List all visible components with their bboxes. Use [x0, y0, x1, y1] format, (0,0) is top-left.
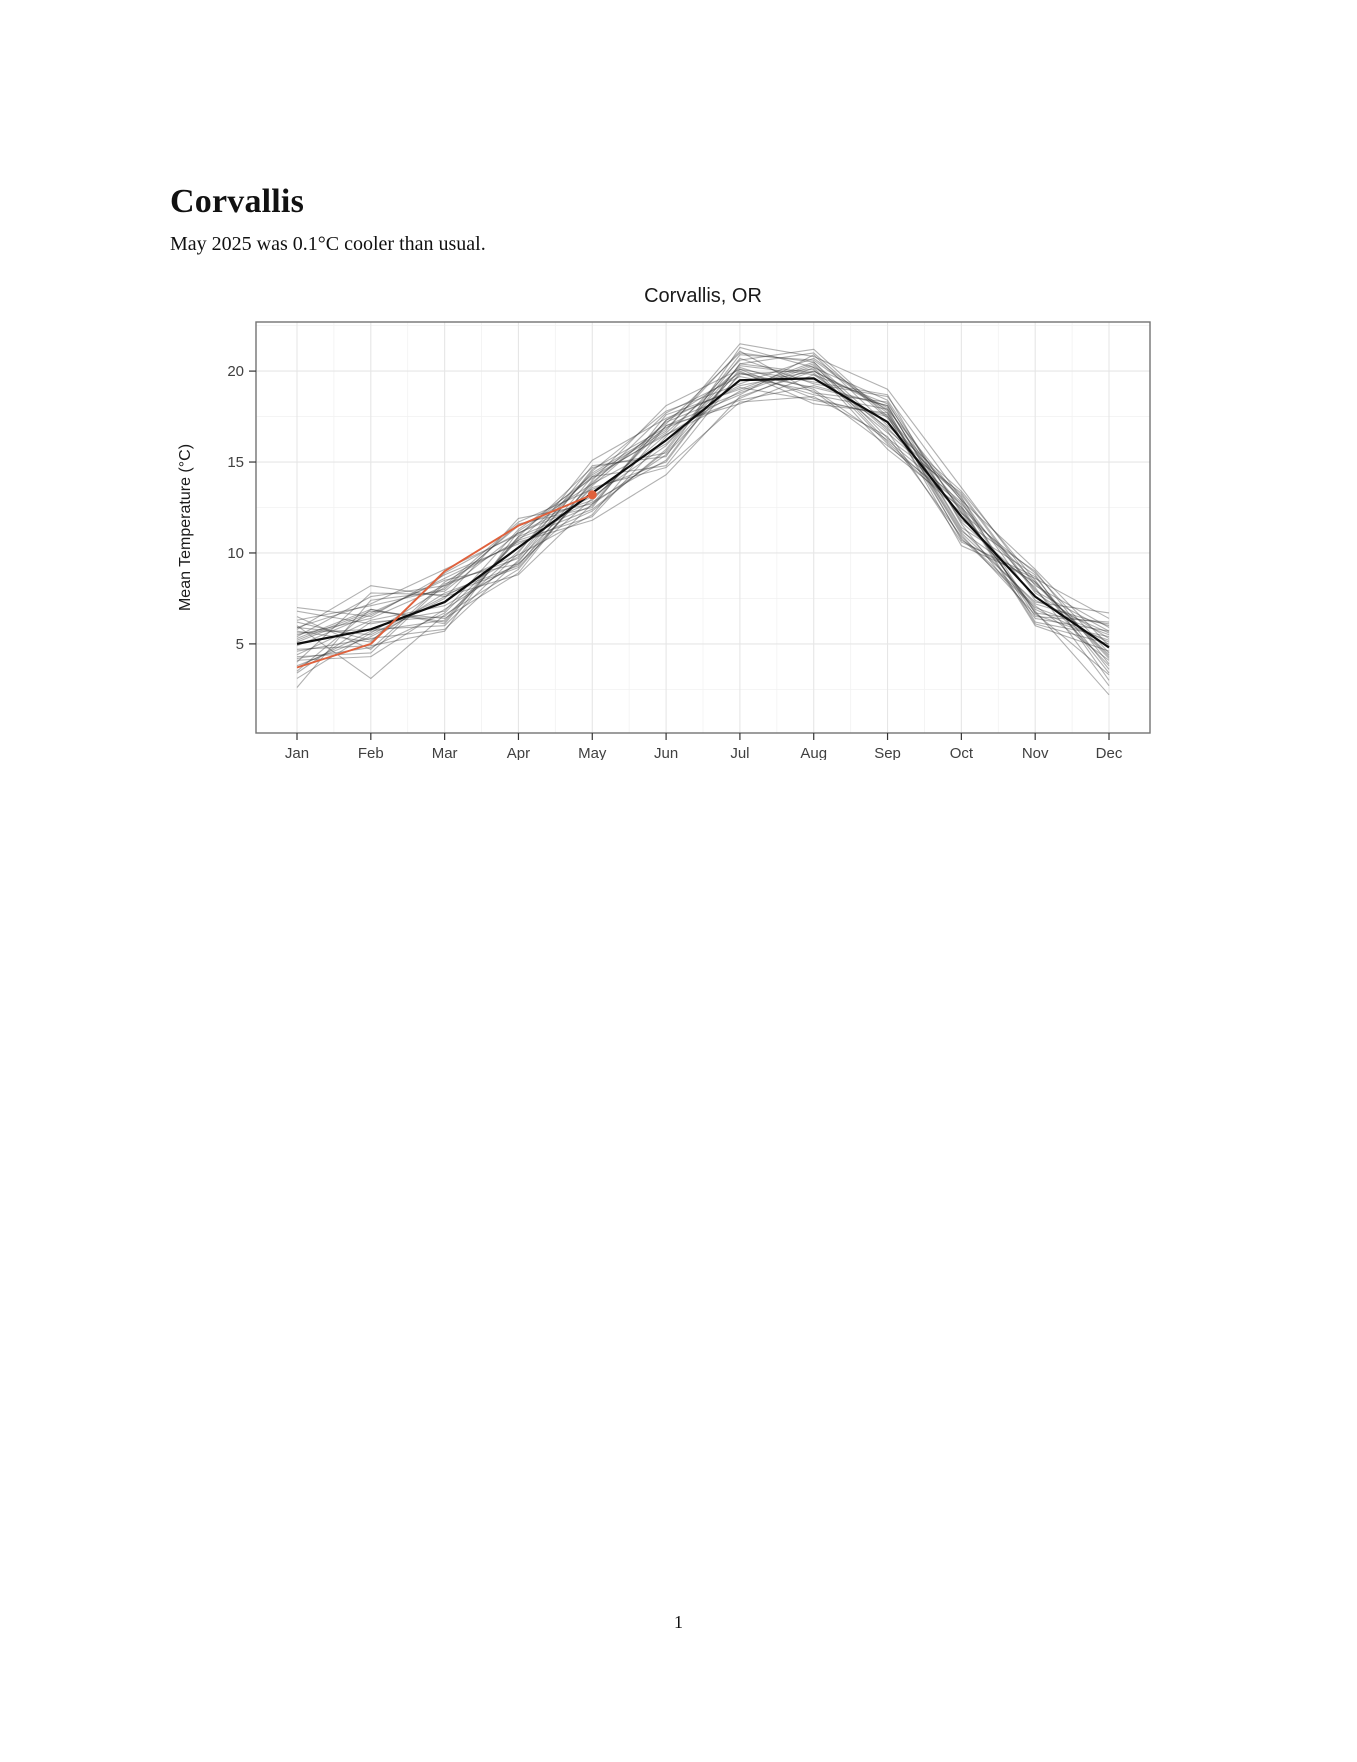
- x-tick-label: Nov: [1022, 745, 1049, 760]
- historical-year-line: [296, 376, 1110, 667]
- historical-year-line: [296, 365, 1110, 670]
- y-tick-label: 15: [227, 454, 244, 471]
- x-tick-label: Aug: [800, 745, 827, 760]
- x-axis: Jan Feb Mar Apr May Jun Jul Aug Sep Oct Nov Dec: [285, 733, 1123, 760]
- chart-title: Corvallis, OR: [644, 285, 762, 307]
- y-tick-label: 20: [227, 363, 244, 380]
- page-subtitle: May 2025 was 0.1°C cooler than usual.: [170, 233, 486, 255]
- historical-year-line: [296, 350, 1110, 687]
- historical-year-line: [296, 370, 1110, 676]
- x-tick-label: Sep: [874, 745, 901, 760]
- historical-year-line: [296, 352, 1110, 679]
- x-tick-label: Jun: [654, 745, 678, 760]
- historical-year-line: [296, 348, 1110, 650]
- x-tick-label: Jan: [285, 745, 309, 760]
- historical-year-line: [296, 372, 1110, 672]
- historical-year-line: [296, 370, 1110, 652]
- major-gridlines: [256, 322, 1150, 733]
- panel-border: [255, 321, 1151, 734]
- historical-year-line: [296, 396, 1110, 661]
- historical-year-line: [296, 354, 1110, 618]
- x-tick-label: May: [578, 745, 607, 760]
- x-tick-label: Feb: [358, 745, 384, 760]
- historical-year-line: [296, 386, 1110, 634]
- x-tick-label: Oct: [950, 745, 974, 760]
- historical-year-line: [296, 361, 1110, 632]
- historical-year-line: [296, 372, 1110, 659]
- x-tick-label: Dec: [1096, 745, 1123, 760]
- y-tick-label: 5: [236, 636, 244, 653]
- historical-year-line: [296, 365, 1110, 696]
- historical-year-line: [296, 368, 1110, 667]
- mean-line: [296, 377, 1110, 649]
- chart-figure: Corvallis, OR Jan Feb Mar Apr May Jun Jul Aug Sep…: [169, 248, 1190, 760]
- y-tick-label: 10: [227, 545, 244, 562]
- x-tick-label: Jul: [730, 745, 749, 760]
- x-tick-label: Mar: [432, 745, 458, 760]
- historical-year-line: [296, 363, 1110, 638]
- historical-year-line: [296, 357, 1110, 639]
- historical-year-line: [296, 363, 1110, 641]
- historical-year-line: [296, 357, 1110, 658]
- historical-year-line: [296, 368, 1110, 641]
- current-month-point: [587, 490, 597, 500]
- temperature-chart: Corvallis, OR Jan Feb Mar Apr May Jun Jul Aug Sep…: [177, 285, 1151, 760]
- minor-gridlines: [256, 322, 1150, 733]
- page-title: Corvallis: [170, 183, 305, 220]
- historical-year-line: [296, 366, 1110, 654]
- historical-year-line: [296, 343, 1110, 629]
- y-axis: 5 10 15 20: [227, 363, 256, 653]
- current-year-line: [296, 493, 593, 669]
- x-tick-label: Apr: [507, 745, 530, 760]
- historical-year-line: [296, 385, 1110, 681]
- page-number: 1: [674, 1612, 683, 1632]
- y-axis-title: Mean Temperature (°C): [177, 444, 194, 611]
- historical-year-line: [296, 366, 1110, 625]
- historical-year-line: [296, 374, 1110, 659]
